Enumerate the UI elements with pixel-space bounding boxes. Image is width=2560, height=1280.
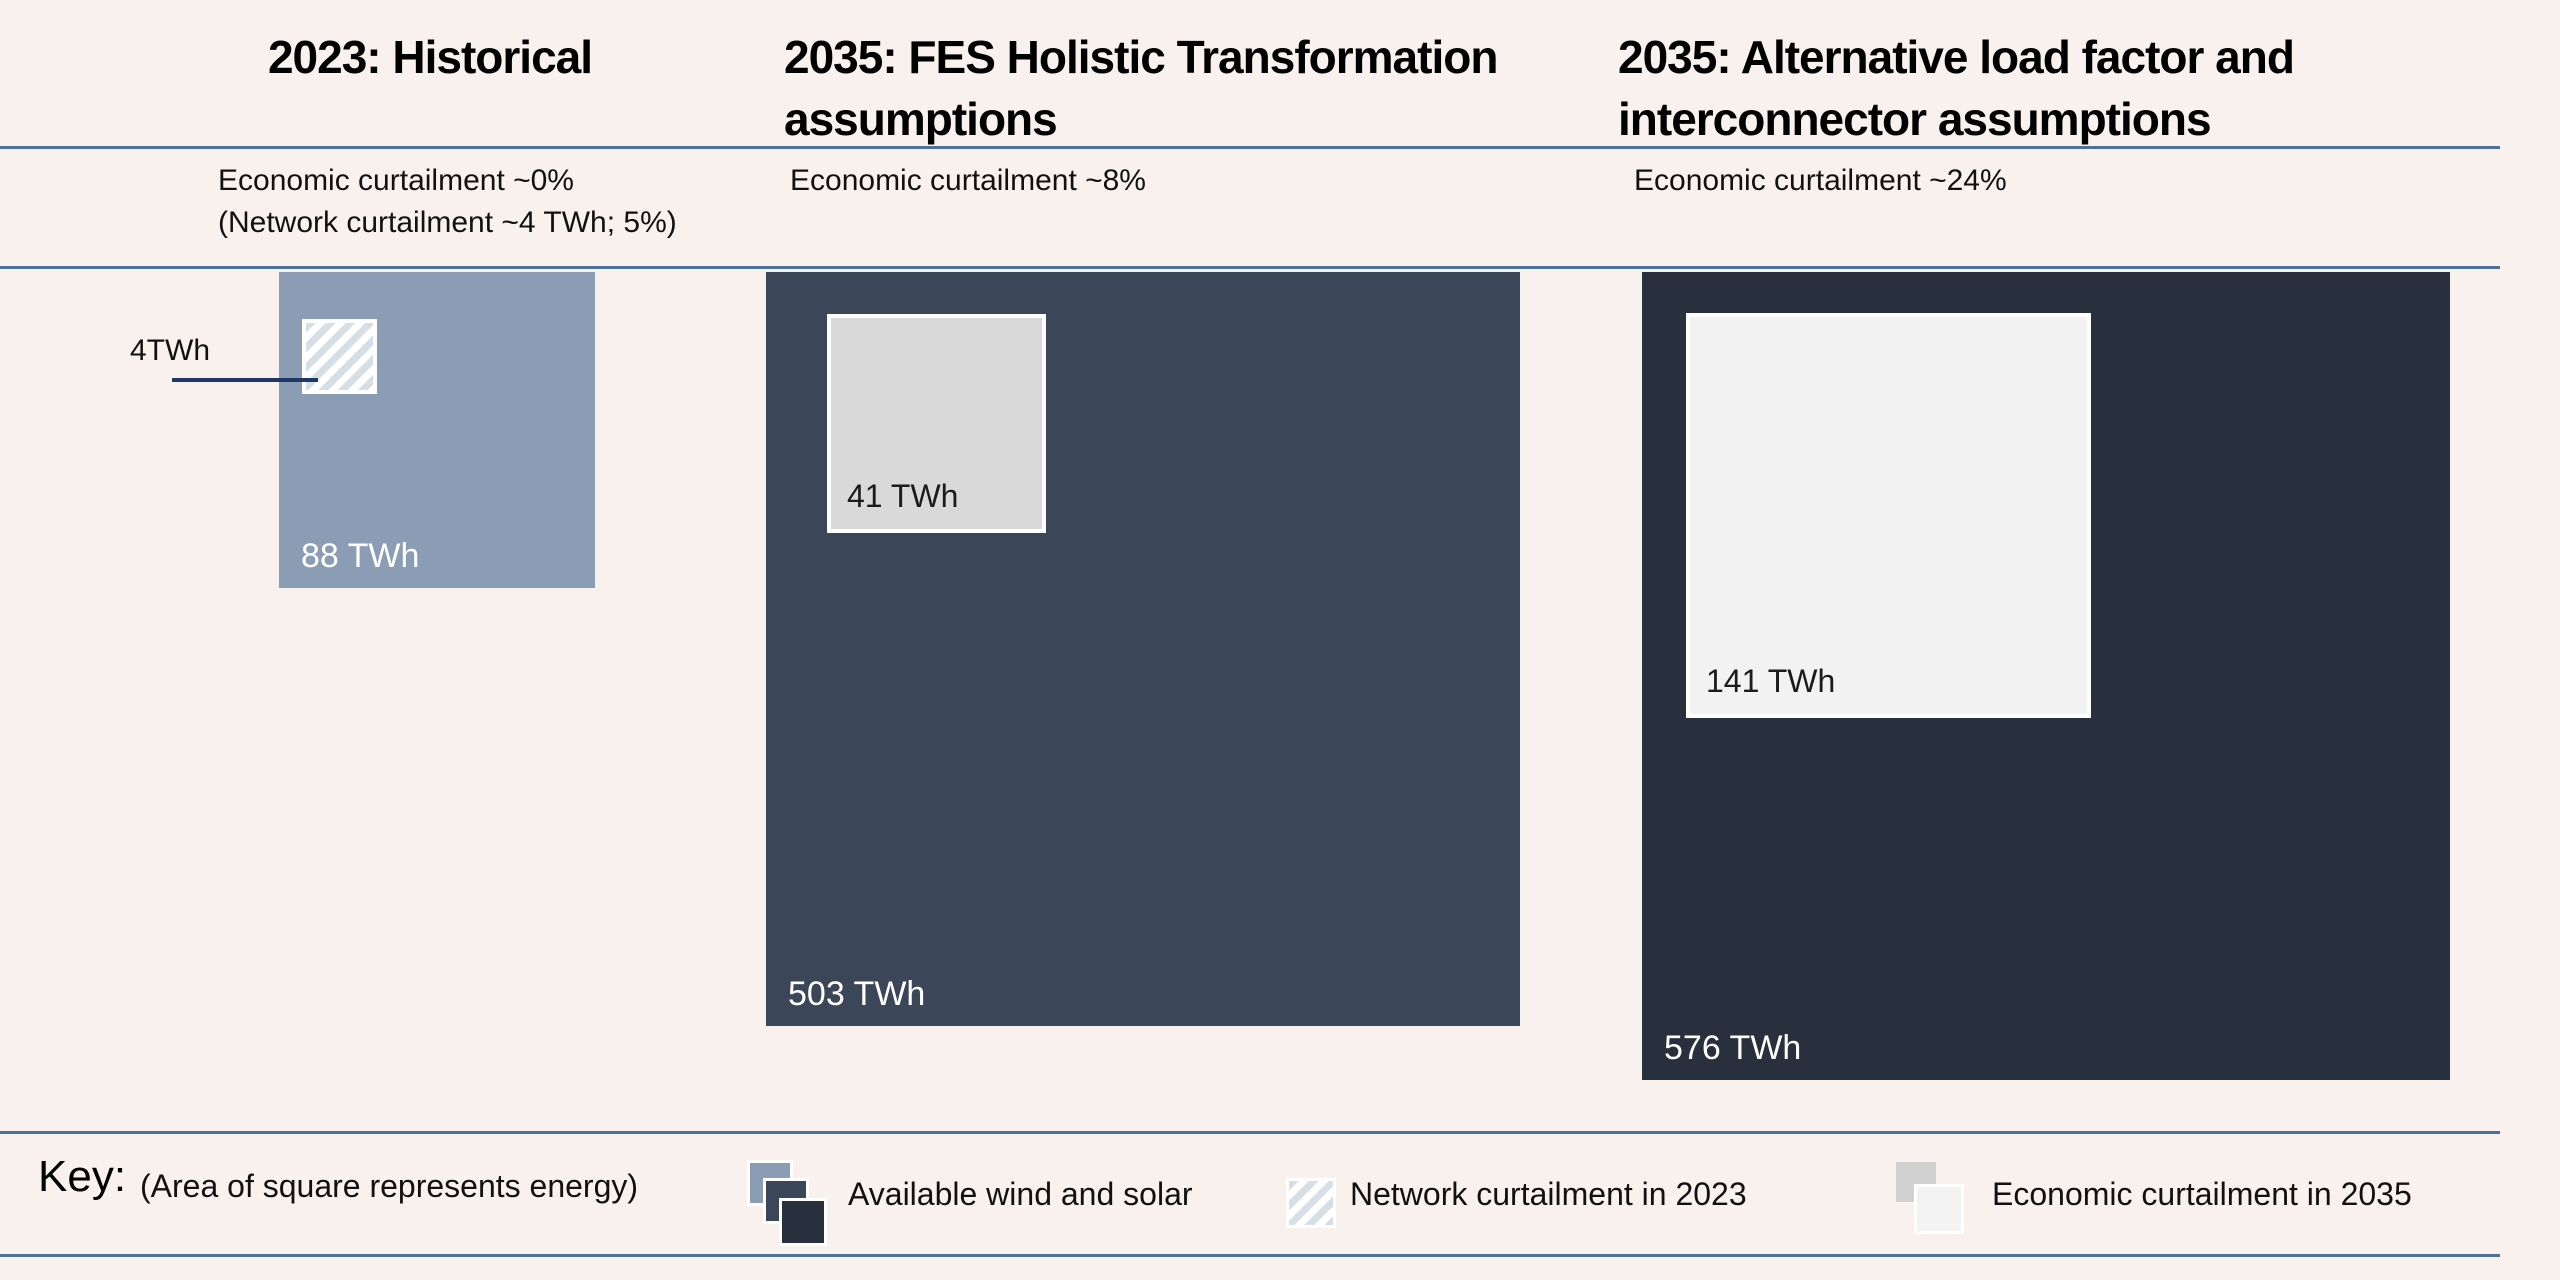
title-line: 2035: FES Holistic Transformation	[784, 31, 1498, 83]
network-curtailment-callout-label: 4TWh	[130, 334, 211, 367]
economic-curtailment-square-2035-fes: 41 TWh	[827, 314, 1046, 533]
title-line: assumptions	[784, 93, 1058, 145]
subtitle-line: Economic curtailment ~8%	[790, 164, 1146, 197]
legend-label-economic-curtailment: Economic curtailment in 2035	[1992, 1176, 2412, 1212]
economic-curtailment-square-2035-alt: 141 TWh	[1686, 313, 2091, 718]
header-divider-top	[0, 146, 2500, 149]
square-value-label: 141 TWh	[1706, 663, 1836, 699]
column-subtitle-2023: Economic curtailment ~0% (Network curtai…	[218, 160, 677, 244]
key-note: (Area of square represents energy)	[140, 1168, 639, 1204]
square-value-label: 503 TWh	[788, 975, 926, 1013]
column-title-2035-alt: 2035: Alternative load factor and interc…	[1618, 26, 2518, 150]
column-title-2023: 2023: Historical	[60, 26, 800, 88]
subtitle-line: Economic curtailment ~24%	[1634, 164, 2007, 197]
title-line: 2023: Historical	[267, 31, 593, 83]
network-curtailment-icon	[1286, 1178, 1336, 1228]
column-subtitle-2035-alt: Economic curtailment ~24%	[1634, 160, 2007, 202]
legend-label-available: Available wind and solar	[848, 1176, 1193, 1212]
key-divider-bottom	[0, 1254, 2500, 1257]
key-title: Key:	[38, 1152, 127, 1201]
available-wind-solar-icon	[779, 1198, 827, 1246]
column-subtitle-2035-fes: Economic curtailment ~8%	[790, 160, 1146, 202]
network-curtailment-square-2023	[302, 319, 377, 394]
title-line: 2035: Alternative load factor and	[1618, 31, 2295, 83]
key-divider-top	[0, 1131, 2500, 1134]
header-divider-bottom	[0, 266, 2500, 269]
subtitle-line: Economic curtailment ~0%	[218, 164, 574, 197]
subtitle-line: (Network curtailment ~4 TWh; 5%)	[218, 206, 677, 239]
legend-label-network-curtailment: Network curtailment in 2023	[1350, 1176, 1747, 1212]
column-title-2035-fes: 2035: FES Holistic Transformation assump…	[784, 26, 1614, 150]
square-value-label: 41 TWh	[847, 478, 959, 514]
economic-curtailment-icon	[1914, 1184, 1964, 1234]
title-line: interconnector assumptions	[1618, 93, 2212, 145]
square-value-label: 576 TWh	[1664, 1029, 1802, 1067]
callout-leader-line	[172, 378, 318, 382]
square-value-label: 88 TWh	[301, 537, 420, 575]
